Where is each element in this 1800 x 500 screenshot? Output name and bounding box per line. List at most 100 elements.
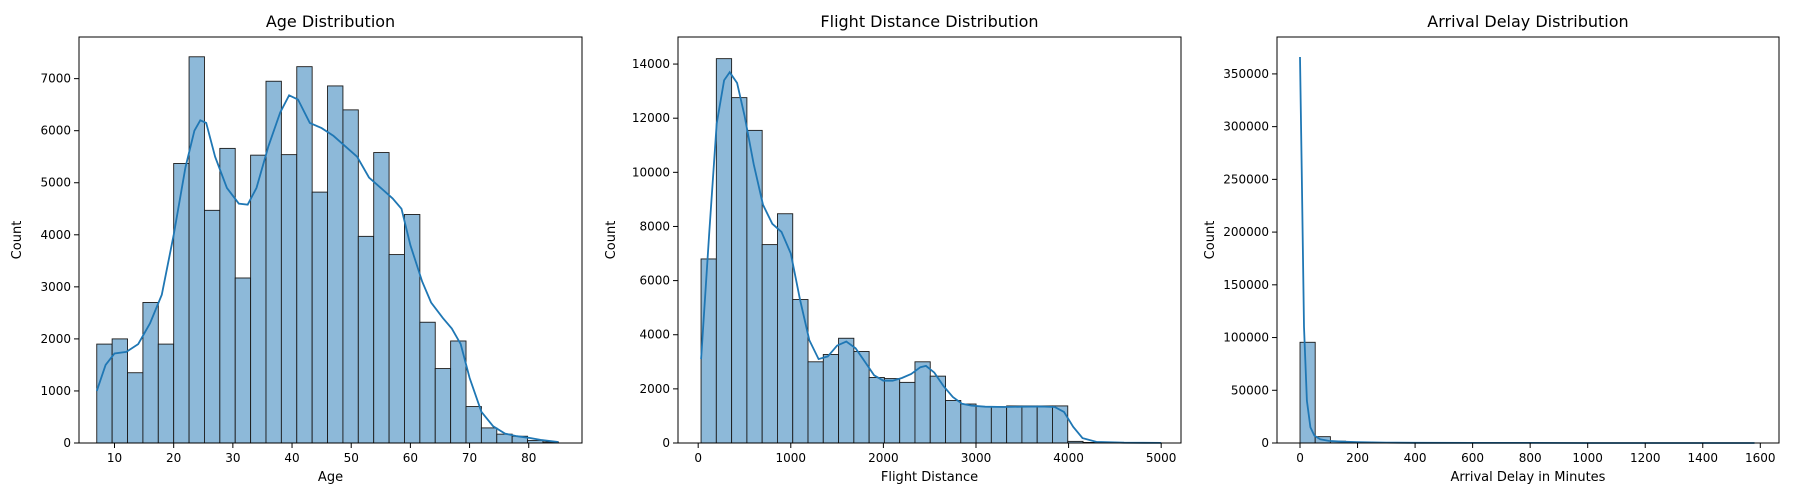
y-tick-label: 0 (1261, 436, 1269, 450)
y-axis-label: Count (604, 221, 619, 260)
histogram-bar (419, 321, 436, 444)
histogram-bar (960, 403, 977, 444)
x-axis-label: Age (318, 470, 343, 485)
y-tick-label: 300000 (1223, 120, 1269, 134)
histogram-bar (342, 109, 359, 444)
histogram-bar (1299, 341, 1316, 444)
x-tick-label: 10 (107, 451, 122, 465)
histogram-bar (388, 254, 405, 444)
x-tick-label: 2000 (868, 451, 899, 465)
y-tick-label: 1000 (40, 384, 71, 398)
y-tick-label: 5000 (40, 176, 71, 190)
histogram-bar (1052, 405, 1069, 444)
y-tick-label: 10000 (632, 165, 670, 179)
x-tick-label: 200 (1346, 451, 1369, 465)
x-tick-label: 600 (1461, 451, 1484, 465)
y-tick-label: 8000 (639, 219, 670, 233)
histogram-bar (1036, 405, 1053, 444)
y-tick-label: 100000 (1223, 331, 1269, 345)
x-tick-label: 80 (521, 451, 536, 465)
histogram-bar (746, 129, 763, 444)
kde-line (1299, 56, 1755, 444)
x-axis-label: Arrival Delay in Minutes (1451, 470, 1606, 485)
y-tick-label: 6000 (40, 124, 71, 138)
arrival-delay-distribution-panel: Arrival Delay Distribution Arrival Delay… (1203, 12, 1780, 485)
histogram-bar (127, 372, 144, 444)
histogram-bar (311, 191, 328, 444)
histogram-bar (838, 337, 855, 444)
y-tick-label: 4000 (639, 328, 670, 342)
kde-line (700, 70, 1162, 444)
x-tick-label: 4000 (1053, 451, 1084, 465)
histogram-bar (480, 427, 498, 444)
histogram-bar (990, 406, 1008, 444)
histogram-bar (157, 343, 175, 444)
x-tick-label: 1400 (1687, 451, 1718, 465)
histogram-bar (250, 154, 267, 444)
histogram-bar (883, 378, 901, 444)
x-tick-label: 60 (403, 451, 418, 465)
x-tick-label: 1000 (776, 451, 807, 465)
x-axis-label: Flight Distance (881, 470, 978, 485)
histogram-bar (807, 361, 824, 444)
y-tick-label: 3000 (40, 280, 71, 294)
x-tick-label: 400 (1404, 451, 1427, 465)
histogram-bar (700, 258, 717, 444)
histogram-bar (1021, 405, 1038, 444)
x-tick-label: 3000 (961, 451, 992, 465)
y-tick-label: 12000 (632, 111, 670, 125)
x-tick-label: 800 (1519, 451, 1542, 465)
histogram-bar (280, 154, 298, 444)
x-tick-label: 1600 (1745, 451, 1776, 465)
x-tick-label: 30 (225, 451, 240, 465)
histogram-bar (1006, 405, 1023, 444)
histogram-bar (373, 152, 390, 444)
y-tick-label: 4000 (40, 228, 71, 242)
x-tick-label: 5000 (1146, 451, 1177, 465)
chart-title: Age Distribution (266, 12, 395, 31)
y-axis-label: Count (10, 221, 25, 260)
age-distribution-panel: Age Distribution Age Count 10 20 30 40 50 60 7… (10, 12, 583, 485)
axes-frame (1276, 36, 1780, 444)
chart-title: Arrival Delay Distribution (1427, 12, 1628, 31)
histogram-bar (761, 244, 778, 444)
bars (96, 56, 559, 444)
histogram-bar (822, 354, 840, 444)
histogram-bar (357, 235, 375, 444)
chart-title: Flight Distance Distribution (820, 12, 1038, 31)
x-tick-label: 20 (166, 451, 181, 465)
bars (700, 58, 1160, 444)
histogram-bar (234, 277, 252, 444)
y-tick-label: 250000 (1223, 172, 1269, 186)
x-tick-label: 50 (344, 451, 359, 465)
y-tick-label: 14000 (632, 57, 670, 71)
flight-distance-distribution-panel: Flight Distance Distribution Flight Dist… (604, 12, 1182, 485)
histogram-bar (899, 381, 916, 444)
y-tick-label: 6000 (639, 274, 670, 288)
y-tick-label: 350000 (1223, 67, 1269, 81)
histogram-bar (204, 209, 221, 444)
axes-frame (78, 36, 583, 444)
y-tick-label: 200000 (1223, 225, 1269, 239)
y-tick-label: 7000 (40, 72, 71, 86)
histogram-bar (975, 406, 992, 444)
y-axis-label: Count (1203, 221, 1218, 260)
histogram-bar (219, 147, 236, 444)
x-tick-label: 40 (284, 451, 299, 465)
histogram-bar (173, 163, 190, 444)
y-tick-label: 0 (662, 436, 670, 450)
histogram-bar (265, 80, 282, 444)
histogram-bar (465, 406, 482, 444)
y-tick-label: 2000 (40, 332, 71, 346)
y-tick-label: 2000 (639, 382, 670, 396)
x-tick-label: 0 (694, 451, 702, 465)
histogram-bar (914, 361, 931, 444)
histogram-bar (188, 56, 205, 444)
histogram-bar (868, 377, 885, 444)
y-tick-label: 150000 (1223, 278, 1269, 292)
bars (1299, 341, 1757, 444)
histogram-bar (945, 400, 962, 444)
x-tick-label: 70 (462, 451, 477, 465)
kde-line (95, 94, 559, 443)
